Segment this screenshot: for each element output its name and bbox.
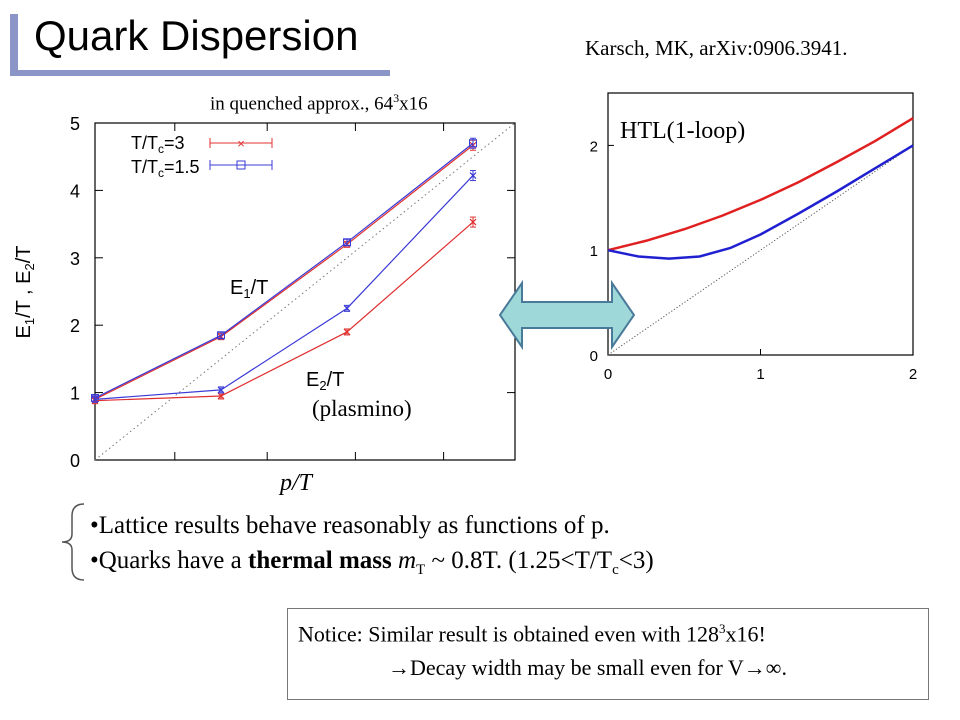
htl-dispersion-chart: 0 1 2 0 1 2 HTL(1-loop)	[590, 92, 917, 383]
right-arrow-icon: →	[743, 655, 766, 680]
lattice-series-line	[94, 144, 474, 400]
lattice-y-tick-label: 5	[70, 114, 80, 134]
bullet-item-1: •Lattice results behave reasonably as fu…	[90, 512, 610, 539]
lattice-dispersion-chart: 0 1 2 3 4 5 E1/T , E2/T T/Tc=3 × T/Tc=1.5 E1/…	[13, 114, 516, 471]
lattice-y-tick-label: 1	[70, 384, 80, 404]
lattice-y-tick-label: 0	[70, 451, 80, 471]
lattice-point	[217, 331, 225, 340]
annotation-e1: E1/T	[230, 277, 268, 301]
htl-x-tick-label: 0	[604, 366, 612, 383]
x-axis-label: p/T	[280, 470, 313, 496]
bullet2-text-b: ~ 0.8T. (1.25<T/T	[425, 547, 613, 574]
legend-marker-tc15	[236, 160, 246, 170]
htl-y-tick-label: 2	[590, 138, 598, 155]
legend-marker-tc3: ×	[237, 136, 245, 151]
notice-line-2: →Decay width may be small even for V→∞.	[388, 655, 787, 681]
bullet-brace	[61, 503, 85, 581]
notice-box: Notice: Similar result is obtained even …	[287, 608, 929, 700]
lattice-point	[343, 304, 351, 312]
lattice-point	[343, 328, 351, 336]
notice-text-b: x16!	[725, 621, 766, 647]
lattice-series-line	[94, 142, 474, 399]
legend-entry-tc3: T/Tc=3	[131, 133, 185, 156]
lattice-point	[217, 386, 225, 394]
lattice-point	[469, 172, 477, 179]
notice-text-d: ∞.	[765, 655, 787, 680]
bullet2-c-sub: c	[612, 562, 619, 578]
htl-x-tick-label: 2	[909, 366, 917, 383]
lattice-point	[217, 392, 225, 400]
notice-exponent: 3	[718, 621, 726, 636]
brace-icon	[61, 503, 85, 581]
annotation-e2: E2/T	[306, 369, 344, 393]
caption-exponent: 3	[393, 91, 400, 105]
comparison-arrow	[498, 279, 635, 351]
lattice-legend: T/Tc=3 × T/Tc=1.5	[131, 133, 273, 180]
right-arrow-icon: →	[388, 655, 410, 680]
lattice-y-tick-label: 3	[70, 249, 80, 269]
title-underline	[10, 70, 390, 76]
lattice-series-line	[94, 221, 474, 402]
bullet2-bold: thermal mass	[248, 547, 392, 574]
lattice-point	[469, 139, 477, 148]
htl-x-tick-label: 1	[756, 366, 764, 383]
title-accent-bar	[10, 14, 18, 72]
bullet-list: •Lattice results behave reasonably as fu…	[90, 508, 654, 588]
lattice-point	[343, 238, 351, 247]
lattice-point	[91, 395, 99, 403]
notice-line-1: Notice: Similar result is obtained even …	[298, 621, 766, 647]
citation: Karsch, MK, arXiv:0906.3941.	[585, 36, 848, 60]
lattice-point	[469, 218, 477, 226]
htl-series-line	[607, 144, 914, 260]
bullet-item-2: •Quarks have a thermal mass mT ~ 0.8T. (…	[90, 543, 654, 588]
htl-series-line	[607, 117, 914, 252]
chart-caption: in quenched approx., 643x16	[210, 91, 428, 115]
bullet2-text-a: •Quarks have a	[90, 547, 248, 574]
lattice-y-axis-label: E1/T , E2/T	[13, 245, 37, 338]
notice-text-a: Notice: Similar result is obtained even …	[298, 621, 719, 647]
lattice-y-tick-label: 2	[70, 316, 80, 336]
htl-y-tick-label: 1	[590, 243, 598, 260]
bullet2-m: m	[391, 547, 417, 574]
bullet2-m-sub: T	[416, 562, 426, 578]
htl-y-tick-label: 0	[590, 348, 598, 365]
bullet2-text-c: <3)	[618, 547, 654, 574]
htl-reference-line	[607, 144, 914, 356]
double-arrow-icon	[498, 279, 635, 351]
lattice-series-line	[94, 175, 474, 400]
slide-title: Quark Dispersion	[34, 12, 359, 59]
caption-suffix: x16	[399, 93, 428, 115]
lattice-y-tick-label: 4	[70, 181, 80, 201]
caption-prefix: in quenched approx., 64	[210, 93, 394, 115]
htl-title: HTL(1-loop)	[620, 118, 745, 144]
annotation-plasmino: (plasmino)	[312, 396, 412, 421]
legend-entry-tc15: T/Tc=1.5	[131, 157, 200, 180]
notice-text-c: Decay width may be small even for V	[410, 655, 744, 680]
